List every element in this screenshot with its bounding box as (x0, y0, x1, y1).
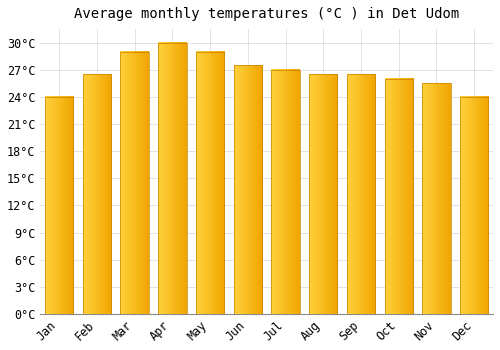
Title: Average monthly temperatures (°C ) in Det Udom: Average monthly temperatures (°C ) in De… (74, 7, 460, 21)
Bar (384, 79, 413, 314)
Bar (45, 97, 74, 314)
Bar (309, 74, 338, 314)
Bar (460, 97, 488, 314)
Bar (196, 52, 224, 314)
Bar (347, 74, 375, 314)
Bar (120, 52, 149, 314)
Bar (158, 43, 186, 314)
Bar (234, 65, 262, 314)
Bar (272, 70, 299, 314)
Bar (422, 83, 450, 314)
Bar (83, 74, 111, 314)
